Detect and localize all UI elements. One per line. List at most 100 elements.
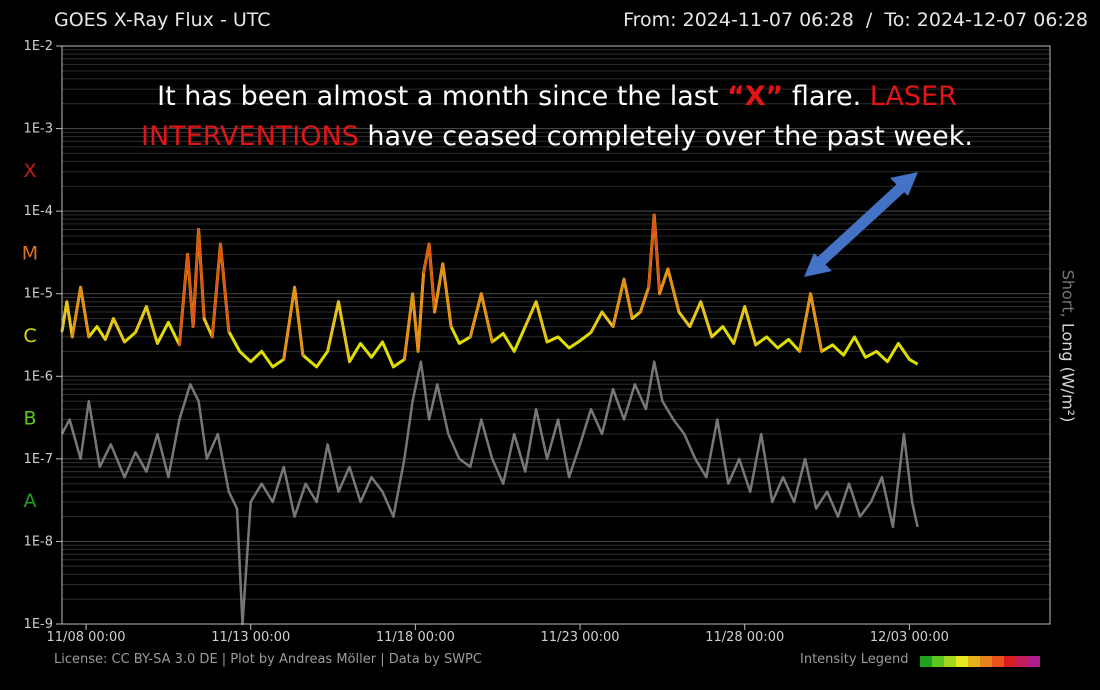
annotation-line-2: INTERVENTIONS have ceased completely ove…	[62, 117, 1052, 157]
chart-grid	[62, 49, 1050, 625]
annotation-text: It has been almost a month since the las…	[62, 77, 1052, 157]
x-tick-label: 11/18 00:00	[376, 630, 455, 645]
long-series-group	[60, 213, 919, 369]
long-series-peak-segment	[699, 300, 714, 339]
y-axis-ticks: 1E-2 1E-3 1E-4 1E-5 1E-6 1E-7 1E-8 1E-9	[24, 39, 62, 632]
long-series-peak-segment	[403, 292, 414, 361]
from-label: From:	[623, 9, 677, 31]
to-label: To:	[884, 9, 911, 31]
long-series-peak-segment	[469, 292, 483, 339]
long-series-peak-segment	[422, 242, 431, 274]
y-tick-label: 1E-4	[24, 204, 53, 219]
x-axis-ticks: 11/08 00:00 11/13 00:00 11/18 00:00 11/23 0…	[47, 624, 949, 645]
long-series-peak-segment	[639, 285, 650, 314]
intensity-legend-bar	[920, 656, 1040, 667]
flare-class-x: X	[23, 160, 36, 182]
flare-class-labels: X M C B A	[22, 160, 38, 512]
arrow-head-lower	[804, 253, 832, 277]
legend-swatch	[980, 656, 992, 667]
long-series-peak-segment	[60, 300, 69, 333]
y-tick-label: 1E-9	[24, 617, 53, 632]
chart-title: GOES X-Ray Flux - UTC	[54, 9, 271, 31]
y-axis-label-long: Long (W/m²)	[1058, 322, 1078, 423]
long-series-peak-segment	[191, 228, 200, 328]
y-tick-label: 1E-8	[24, 534, 53, 549]
long-series-peak-segment	[622, 277, 634, 320]
legend-swatch	[968, 656, 980, 667]
long-series-peak-segment	[145, 305, 159, 345]
annotation-line-1: It has been almost a month since the las…	[62, 77, 1052, 117]
license-text: License: CC BY-SA 3.0 DE | Plot by Andre…	[54, 652, 482, 667]
long-series-peak-segment	[79, 285, 91, 339]
y-tick-label: 1E-6	[24, 369, 53, 384]
legend-swatch	[992, 656, 1004, 667]
long-series-peak-segment	[666, 267, 681, 314]
long-series-peak-segment	[798, 292, 812, 353]
long-series-peak-segment	[658, 267, 670, 295]
long-series-peak-segment	[134, 305, 148, 334]
long-series-peak-segment	[178, 253, 189, 347]
long-series-peak-segment	[282, 285, 296, 361]
long-series-peak-segment	[202, 317, 214, 339]
flare-class-b: B	[23, 408, 36, 430]
annotation-x-class: “X”	[727, 81, 784, 112]
long-series-peak-segment	[480, 292, 494, 344]
to-value: 2024-12-07 06:28	[916, 9, 1088, 31]
annotation-line1-b: flare.	[783, 81, 870, 112]
annotation-arrow	[804, 172, 918, 277]
x-tick-label: 12/03 00:00	[870, 630, 949, 645]
x-tick-label: 11/23 00:00	[541, 630, 620, 645]
legend-swatch	[1028, 656, 1040, 667]
x-tick-label: 11/28 00:00	[705, 630, 784, 645]
long-series-peak-segment	[589, 310, 604, 334]
y-tick-label: 1E-5	[24, 287, 53, 302]
x-tick-label: 11/08 00:00	[47, 630, 126, 645]
date-range: From: 2024-11-07 06:28 / To: 2024-12-07 …	[623, 9, 1088, 31]
long-series-peak-segment	[427, 242, 436, 314]
annotation-interventions: INTERVENTIONS	[141, 121, 359, 152]
long-series-peak-segment	[523, 300, 538, 328]
flare-class-c: C	[23, 325, 36, 347]
long-series-peak-segment	[337, 300, 351, 363]
long-series-peak-segment	[732, 305, 746, 345]
range-separator: /	[865, 9, 873, 31]
long-series-peak-segment	[433, 262, 445, 314]
legend-swatch	[932, 656, 944, 667]
annotation-line2-b: have ceased completely over the past wee…	[358, 121, 973, 152]
annotation-laser: LASER	[869, 81, 957, 112]
long-series-peak-segment	[211, 242, 222, 339]
annotation-line1-a: It has been almost a month since the las…	[157, 81, 727, 112]
x-tick-label: 11/13 00:00	[211, 630, 290, 645]
from-value: 2024-11-07 06:28	[682, 9, 854, 31]
y-tick-label: 1E-3	[24, 122, 53, 137]
long-series-peak-segment	[112, 317, 126, 344]
long-series-peak-segment	[647, 213, 656, 289]
legend-swatch	[920, 656, 932, 667]
long-series-peak-segment	[104, 317, 115, 341]
long-series-peak-segment	[441, 262, 453, 328]
long-series-peak-segment	[186, 253, 195, 328]
long-series-peak-segment	[809, 292, 823, 353]
flare-class-m: M	[22, 242, 38, 264]
long-series-peak-segment	[534, 300, 549, 344]
long-series-peak-segment	[611, 277, 626, 328]
long-series-peak-segment	[416, 271, 425, 353]
long-series-peak-segment	[677, 310, 692, 328]
long-series-peak-segment	[411, 292, 420, 353]
long-series-peak-segment	[652, 213, 661, 295]
long-series-peak-segment	[600, 310, 615, 328]
legend-swatch	[1016, 656, 1028, 667]
long-series-peak-segment	[326, 300, 340, 353]
y-axis-label: Short, Long (W/m²)	[1059, 270, 1078, 423]
short-series-line	[60, 360, 919, 626]
long-series-peak-segment	[71, 285, 82, 339]
legend-swatch	[956, 656, 968, 667]
intensity-legend-label: Intensity Legend	[800, 652, 909, 667]
y-tick-label: 1E-2	[24, 39, 53, 54]
legend-swatch	[1004, 656, 1016, 667]
long-series-peak-segment	[293, 285, 305, 357]
legend-swatch	[944, 656, 956, 667]
y-axis-label-short: Short,	[1058, 269, 1078, 318]
